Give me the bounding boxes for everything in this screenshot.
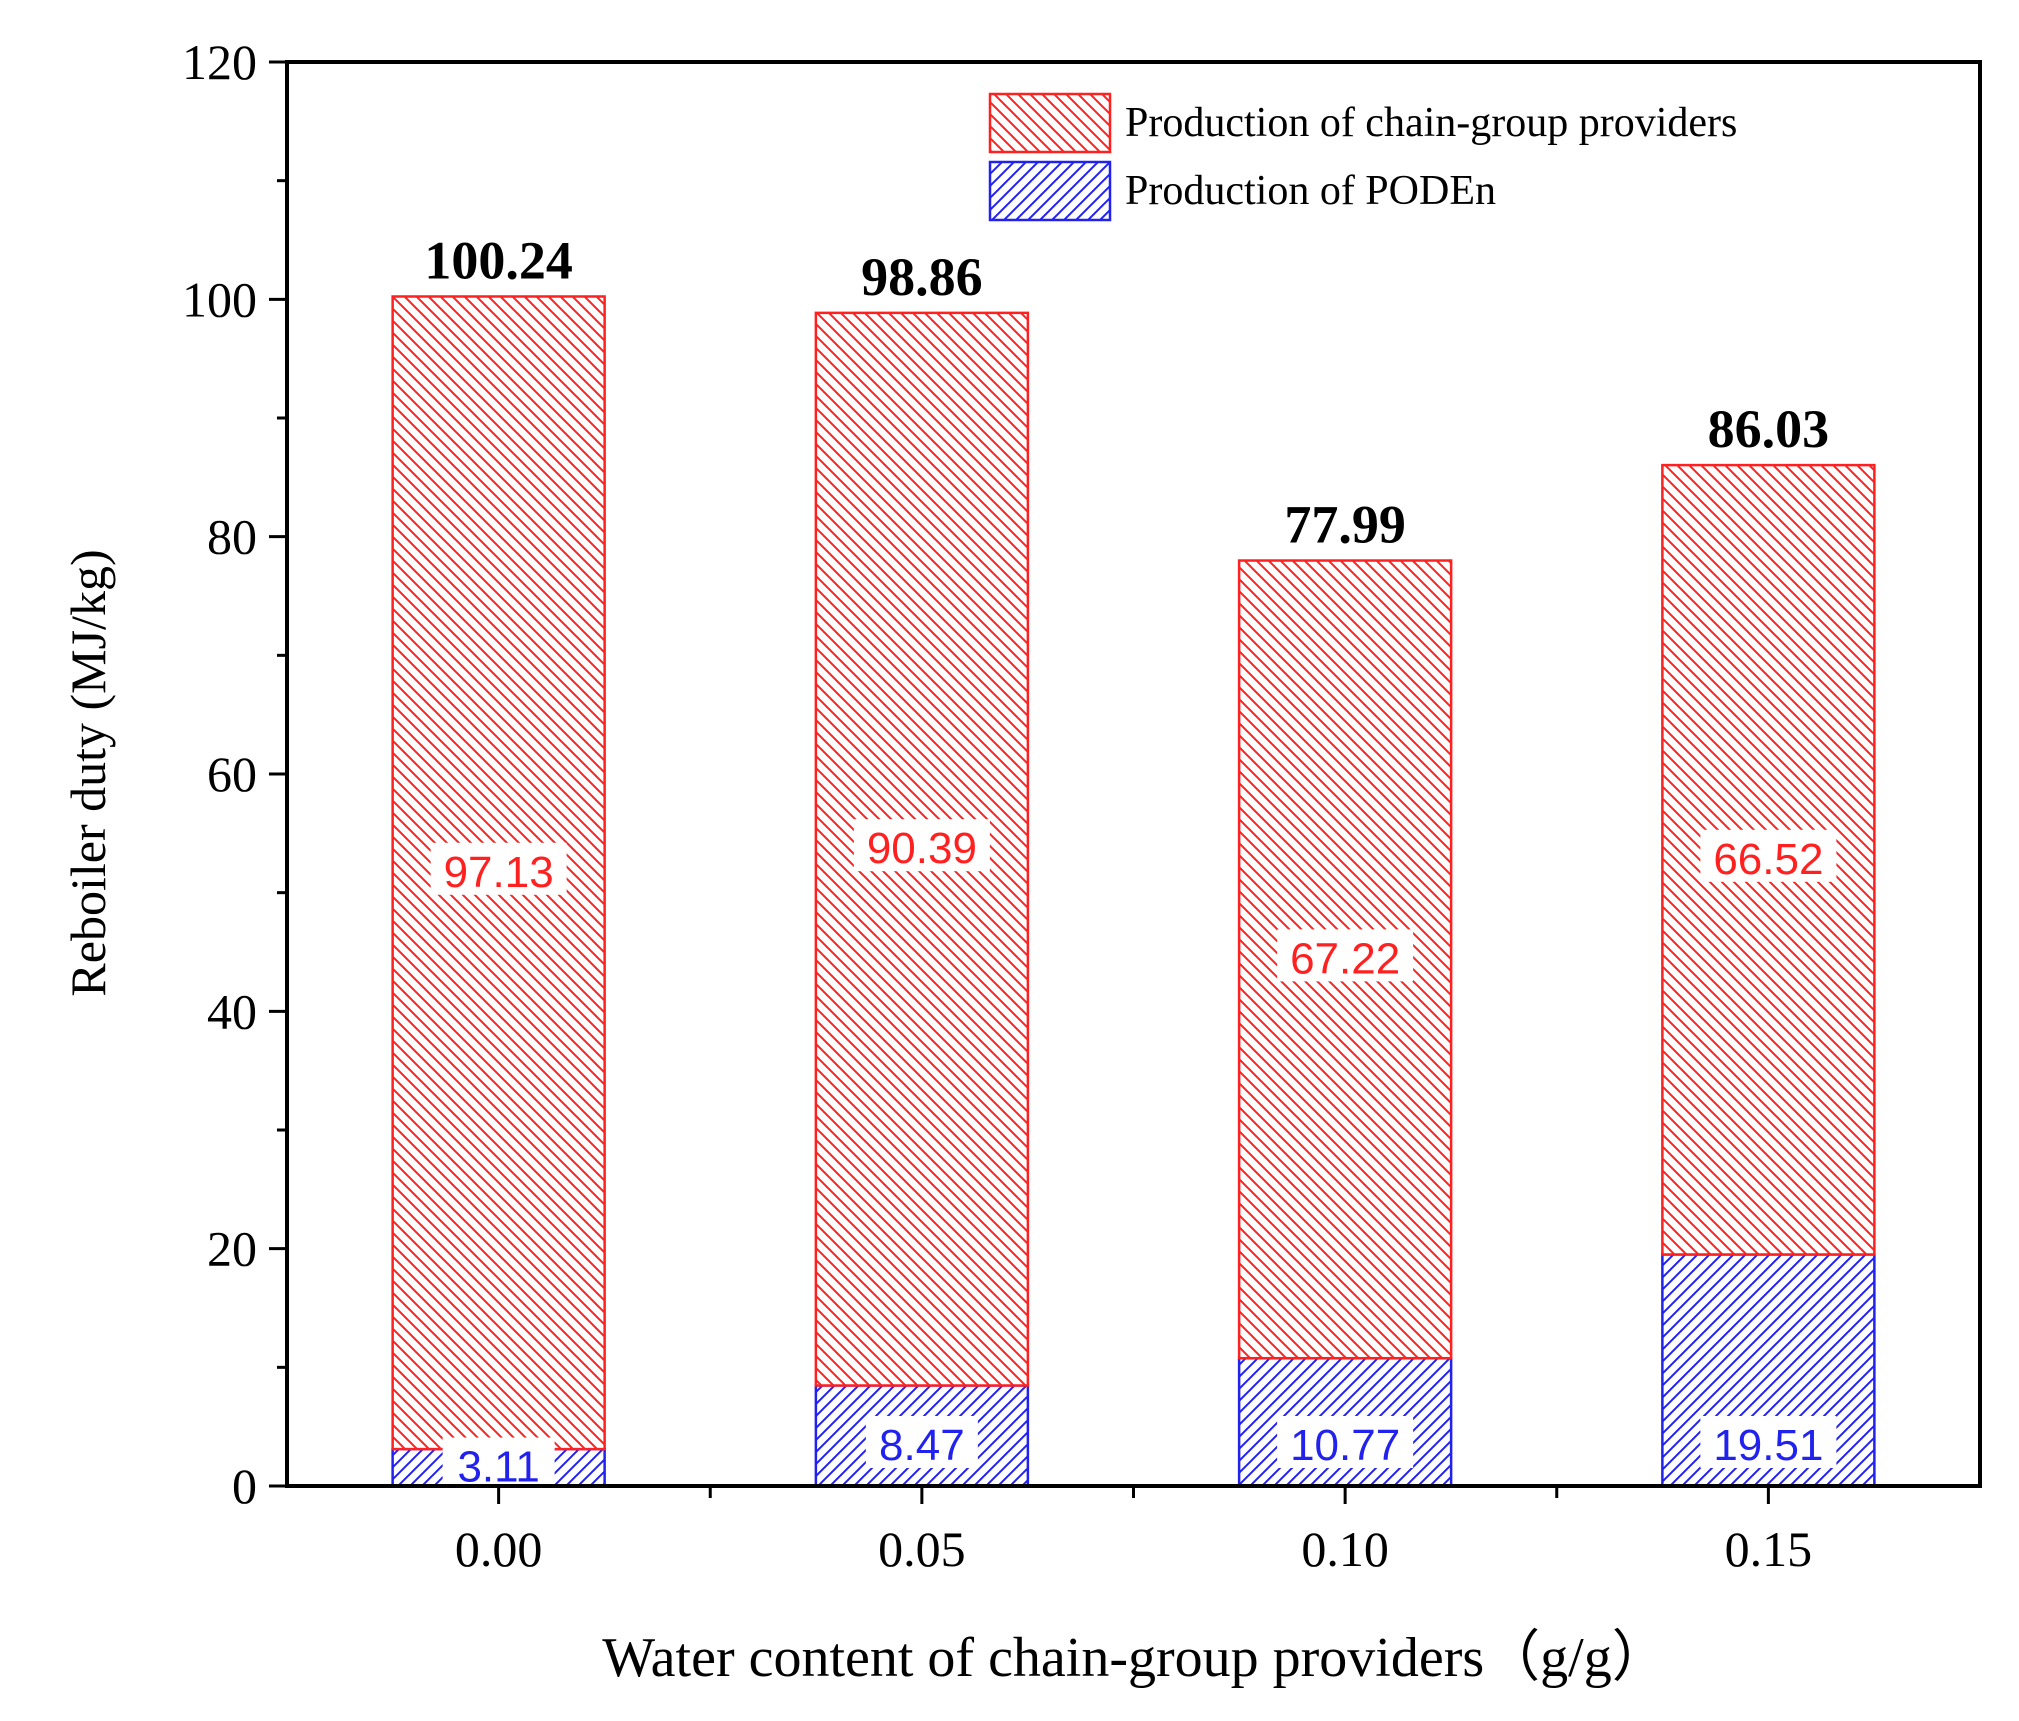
label-bg-chain-group-0.05 [853, 819, 990, 872]
label-bg-chain-group-0.15 [1700, 829, 1837, 882]
total-label-0.05: 98.86 [861, 247, 983, 307]
total-label-0.15: 86.03 [1708, 399, 1830, 459]
value-label-chain-group-0.00: 97.13 [444, 848, 554, 897]
x-tick-label-0.00: 0.00 [455, 1521, 543, 1577]
label-bg-poden-0.10 [1277, 1416, 1414, 1468]
y-tick-label-60: 60 [207, 746, 257, 802]
value-label-poden-0.05: 8.47 [879, 1421, 965, 1470]
value-label-poden-0.10: 10.77 [1290, 1421, 1400, 1470]
x-tick-label-0.05: 0.05 [878, 1521, 966, 1577]
legend-swatch-poden [988, 160, 1112, 222]
y-tick-label-20: 20 [207, 1221, 257, 1277]
legend: Production of chain-group providers Prod… [988, 92, 1737, 222]
y-axis-title: Reboiler duty (MJ/kg) [60, 549, 116, 996]
value-label-chain-group-0.15: 66.52 [1713, 835, 1823, 884]
y-tick-label-100: 100 [182, 271, 257, 327]
legend-label-poden: Production of PODEn [1125, 168, 1496, 214]
y-tick-label-40: 40 [207, 983, 257, 1039]
total-label-0.00: 100.24 [424, 230, 573, 290]
bar-poden-0.15 [1661, 1253, 1876, 1488]
value-label-poden-0.15: 19.51 [1713, 1421, 1823, 1470]
value-label-chain-group-0.05: 90.39 [867, 824, 977, 873]
total-label-0.10: 77.99 [1284, 495, 1406, 555]
y-tick-label-80: 80 [207, 509, 257, 565]
x-axis-title: Water content of chain-group providers（g… [602, 1627, 1667, 1689]
y-tick-label-0: 0 [232, 1458, 257, 1514]
label-bg-poden-0.05 [865, 1416, 978, 1468]
label-bg-poden-0.00 [442, 1437, 555, 1490]
label-bg-poden-0.15 [1700, 1416, 1837, 1468]
x-tick-label-0.15: 0.15 [1725, 1521, 1813, 1577]
value-label-chain-group-0.10: 67.22 [1290, 934, 1400, 983]
label-bg-chain-group-0.00 [430, 842, 567, 895]
value-label-poden-0.00: 3.11 [457, 1443, 539, 1492]
x-tick-label-0.10: 0.10 [1301, 1521, 1389, 1577]
legend-label-chain-group: Production of chain-group providers [1125, 100, 1737, 146]
y-tick-label-120: 120 [182, 34, 257, 90]
label-bg-chain-group-0.10 [1277, 929, 1414, 982]
legend-swatch-chain-group [988, 92, 1112, 154]
